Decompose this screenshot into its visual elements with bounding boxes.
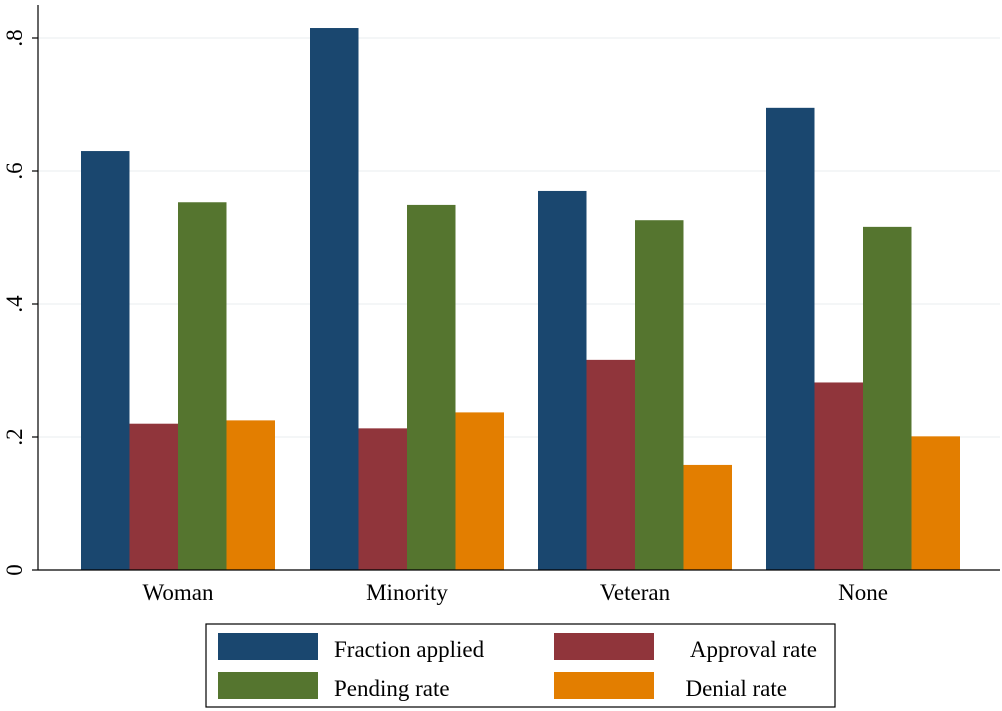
category-label: None bbox=[838, 580, 888, 605]
bar-minority-pending-rate bbox=[407, 204, 456, 571]
category-label: Minority bbox=[366, 580, 448, 605]
axes bbox=[37, 5, 1000, 571]
bar-none-denial-rate bbox=[911, 436, 960, 570]
bar-woman-pending-rate bbox=[178, 202, 227, 570]
y-tick-label: .6 bbox=[2, 162, 27, 179]
bar-woman-denial-rate bbox=[226, 420, 275, 570]
bar-minority-denial-rate bbox=[455, 412, 504, 570]
category-label: Veteran bbox=[600, 580, 671, 605]
legend-label: Approval rate bbox=[690, 637, 817, 662]
y-tick-label: 0 bbox=[2, 564, 27, 576]
bar-veteran-pending-rate bbox=[635, 220, 684, 570]
bar-none-pending-rate bbox=[863, 226, 912, 571]
legend-swatch bbox=[554, 672, 654, 699]
bar-minority-approval-rate bbox=[358, 428, 407, 570]
y-tick-label: .4 bbox=[2, 295, 27, 313]
legend-label: Fraction applied bbox=[334, 637, 485, 662]
bar-veteran-approval-rate bbox=[586, 359, 635, 570]
legend-label: Pending rate bbox=[334, 676, 450, 701]
bar-woman-approval-rate bbox=[129, 423, 178, 570]
category-label: Woman bbox=[143, 580, 214, 605]
y-ticks: 0 .2 .4 .6 .8 bbox=[2, 29, 38, 576]
bar-none-approval-rate bbox=[814, 382, 863, 570]
y-tick-label: .8 bbox=[2, 29, 27, 46]
y-tick-label: .2 bbox=[2, 428, 27, 445]
bar-veteran-fraction-applied bbox=[538, 190, 587, 570]
bar-none-fraction-applied bbox=[766, 107, 815, 570]
legend-swatch bbox=[218, 633, 318, 660]
bar-minority-fraction-applied bbox=[310, 28, 359, 570]
bar-woman-fraction-applied bbox=[81, 151, 130, 571]
bars bbox=[81, 28, 960, 571]
bar-veteran-denial-rate bbox=[683, 464, 732, 570]
legend-swatch bbox=[218, 672, 318, 699]
legend: Fraction applied Approval rate Pending rat… bbox=[205, 623, 836, 708]
category-labels: Woman Minority Veteran None bbox=[143, 580, 888, 605]
legend-label: Denial rate bbox=[685, 676, 787, 701]
legend-swatch bbox=[554, 633, 654, 660]
